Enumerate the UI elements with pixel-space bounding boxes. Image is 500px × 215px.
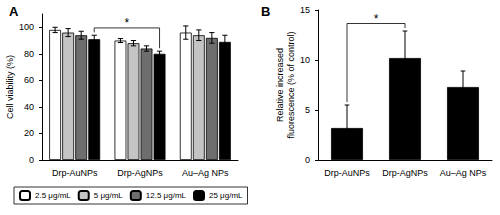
svg-text:fluorescence (% of control): fluorescence (% of control)	[286, 31, 296, 138]
svg-text:Au–Ag NPs: Au–Ag NPs	[440, 168, 487, 178]
svg-text:15: 15	[300, 5, 310, 15]
svg-text:B: B	[261, 4, 270, 19]
svg-text:5: 5	[305, 105, 310, 115]
svg-text:*: *	[125, 16, 130, 30]
svg-text:Drp-AuNPs: Drp-AuNPs	[52, 168, 98, 178]
svg-text:Au–Ag NPs: Au–Ag NPs	[182, 168, 229, 178]
svg-text:Drp-AgNPs: Drp-AgNPs	[382, 168, 428, 178]
svg-text:60: 60	[24, 75, 34, 85]
svg-text:*: *	[374, 12, 379, 26]
svg-text:0: 0	[305, 155, 310, 165]
svg-text:Drp-AuNPs: Drp-AuNPs	[324, 168, 370, 178]
svg-text:A: A	[9, 4, 19, 19]
svg-text:2.5 μg/mL: 2.5 μg/mL	[35, 191, 71, 200]
svg-text:12.5 μg/mL: 12.5 μg/mL	[146, 191, 187, 200]
svg-text:25 μg/mL: 25 μg/mL	[209, 191, 243, 200]
svg-text:Drp-AgNPs: Drp-AgNPs	[117, 168, 163, 178]
svg-text:80: 80	[24, 49, 34, 59]
svg-text:Relative increased: Relative increased	[275, 48, 285, 122]
svg-text:100: 100	[19, 22, 34, 32]
svg-text:0: 0	[29, 155, 34, 165]
svg-text:20: 20	[24, 128, 34, 138]
svg-text:40: 40	[24, 102, 34, 112]
svg-text:5 μg/mL: 5 μg/mL	[94, 191, 124, 200]
svg-text:Cell viability (%): Cell viability (%)	[5, 55, 15, 119]
svg-text:10: 10	[300, 55, 310, 65]
